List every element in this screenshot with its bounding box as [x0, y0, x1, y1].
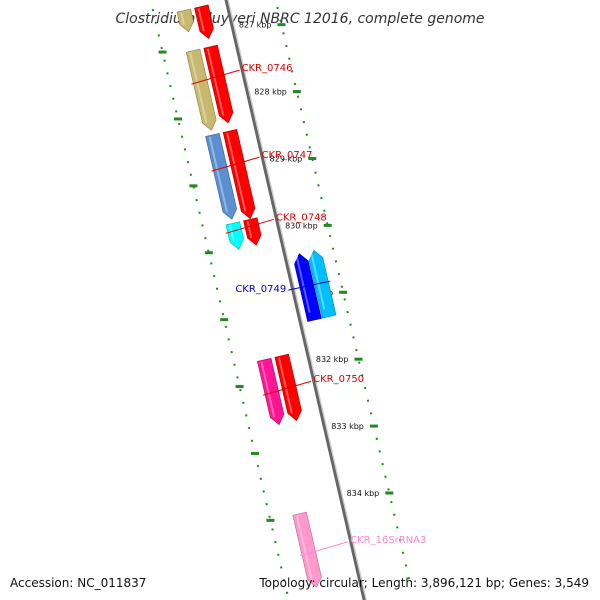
gene-arrow-g9[interactable] — [308, 249, 337, 319]
kbp-tick-label: 828 kbp — [254, 88, 287, 97]
label-leader-CKR_16SrRNA3 — [299, 541, 349, 557]
gene-arrow-g8[interactable] — [225, 221, 244, 250]
gene-label-CKR_16SrRNA3[interactable]: CKR_16SrRNA3 — [350, 535, 426, 546]
gene-arrow-g6[interactable] — [205, 133, 238, 220]
gene-label-CKR_0748[interactable]: CKR_0748 — [276, 212, 327, 223]
gene-sheen-g12 — [260, 361, 276, 418]
genes-layer — [176, 4, 337, 588]
gene-sheen-g3 — [206, 48, 225, 116]
gene-arrow-g1[interactable] — [194, 4, 214, 40]
gene-arrow-g2[interactable] — [176, 8, 194, 33]
gene-arrow-g11[interactable] — [274, 353, 302, 422]
kbp-tick-label: 830 kbp — [285, 221, 318, 230]
gene-arrow-g10[interactable] — [294, 253, 322, 322]
gene-sheen-g5 — [226, 132, 247, 212]
gene-sheen-g13 — [295, 515, 313, 581]
backbone-line — [224, 0, 367, 600]
label-leader-CKR_0749 — [288, 280, 331, 291]
gene-sheen-g6 — [208, 136, 228, 213]
kbp-tick-label: 833 kbp — [331, 422, 364, 431]
kbp-tick-label: 834 kbp — [347, 489, 380, 498]
label-leader-CKR_0750 — [262, 380, 312, 396]
kbp-tick-label: 827 kbp — [239, 21, 272, 30]
kbp-tick-label: 832 kbp — [316, 355, 349, 364]
gene-arrow-g5[interactable] — [222, 129, 256, 220]
gene-sheen-g10 — [295, 255, 311, 313]
gene-label-CKR_0750[interactable]: CKR_0750 — [313, 374, 364, 385]
gene-label-CKR_0746[interactable]: CKR_0746 — [242, 63, 293, 74]
footer-accession: Accession: NC_011837 — [10, 576, 146, 590]
footer-summary: Topology: circular; Length: 3,896,121 bp… — [258, 576, 589, 590]
genome-title: Clostridium kluyveri NBRC 12016, complet… — [115, 11, 484, 27]
backbone — [224, 0, 367, 600]
gene-sheen-g11 — [278, 357, 293, 414]
gene-sheen-g2 — [180, 12, 185, 25]
kbp-tick-label: 829 kbp — [270, 154, 303, 163]
gene-arrow-g3[interactable] — [203, 44, 234, 124]
gene-label-CKR_0747[interactable]: CKR_0747 — [262, 150, 313, 161]
gene-sheen-g4 — [189, 52, 208, 124]
gene-arrow-g7[interactable] — [243, 217, 262, 246]
backbone-highlight — [227, 0, 367, 600]
label-leader-CKR_0747 — [211, 156, 260, 172]
gene-arrow-g4[interactable] — [185, 48, 217, 131]
gene-arrow-g13[interactable] — [292, 511, 322, 588]
gene-sheen-g9 — [310, 252, 326, 310]
gene-labels-layer: CKR_0746 CKR_0747 CKR_0748 CKR_0749 CKR_0750… — [191, 63, 426, 557]
gene-label-CKR_0749[interactable]: CKR_0749 — [235, 284, 286, 295]
label-leader-CKR_0746 — [191, 69, 240, 85]
gene-sheen-g8 — [229, 225, 235, 243]
gene-sheen-g7 — [246, 221, 253, 239]
gene-sheen-g1 — [197, 8, 205, 32]
gene-arrow-g12[interactable] — [257, 357, 285, 426]
label-leader-CKR_0748 — [225, 218, 275, 234]
